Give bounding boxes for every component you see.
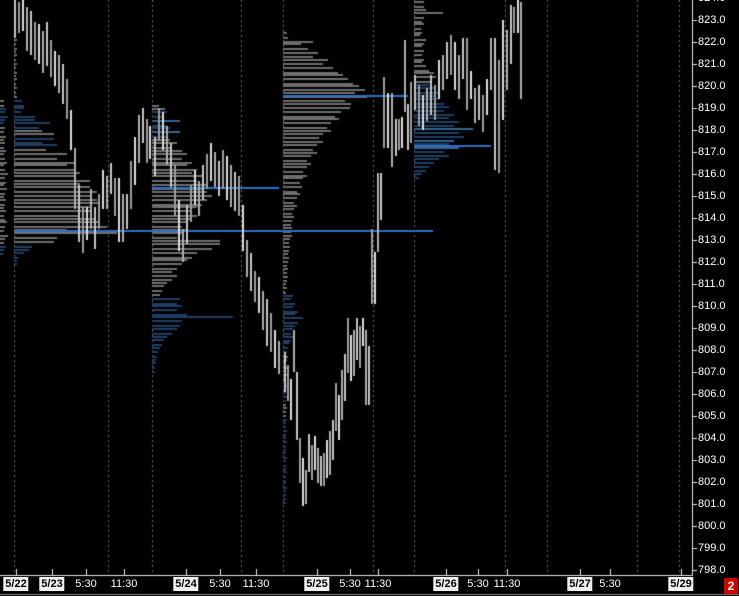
price-axis-label: 819.0	[698, 102, 726, 114]
time-axis-time-label: 11:30	[242, 578, 270, 590]
price-axis-label: 812.0	[698, 256, 726, 268]
price-axis-label: 806.0	[698, 388, 726, 400]
price-axis-label: 817.0	[698, 146, 726, 158]
time-axis-time-label: 11:30	[110, 578, 138, 590]
price-axis-label: 799.0	[698, 542, 726, 554]
price-axis-label: 813.0	[698, 234, 726, 246]
price-axis-label: 814.0	[698, 212, 726, 224]
time-axis-date-label: 5/23	[39, 577, 65, 591]
price-axis-label: 805.0	[698, 410, 726, 422]
price-axis-label: 824.0	[698, 0, 726, 5]
time-axis-date-label: 5/25	[304, 577, 330, 591]
price-axis-label: 809.0	[698, 322, 726, 334]
time-axis-time-label: 11:30	[493, 578, 521, 590]
price-axis-label: 801.0	[698, 498, 726, 510]
price-axis-label: 816.0	[698, 168, 726, 180]
price-axis-label: 821.0	[698, 58, 726, 70]
price-axis-label: 820.0	[698, 80, 726, 92]
price-axis-label: 808.0	[698, 344, 726, 356]
price-axis-label: 803.0	[698, 454, 726, 466]
price-axis-label: 802.0	[698, 476, 726, 488]
price-axis-label: 807.0	[698, 366, 726, 378]
price-axis-label: 815.0	[698, 190, 726, 202]
price-axis-label: 804.0	[698, 432, 726, 444]
price-axis-label: 798.0	[698, 564, 726, 576]
price-axis-label: 811.0	[698, 278, 725, 290]
time-axis-date-label: 5/26	[433, 577, 459, 591]
price-axis-label: 818.0	[698, 124, 726, 136]
time-axis-date-label: 5/24	[173, 577, 199, 591]
time-axis-time-label: 5:30	[75, 578, 97, 590]
price-axis-label: 800.0	[698, 520, 726, 532]
time-axis[interactable]: 5/22 5/23 5:30 11:30 5/24 5:30 11:30 5/25 5:30 11…	[0, 575, 739, 596]
price-axis[interactable]: 824.0 823.0 822.0 821.0 820.0 819.0 818.0 817.0…	[692, 0, 739, 576]
time-axis-date-label: 5/27	[567, 577, 593, 591]
time-axis-date-label: 5/29	[668, 577, 694, 591]
price-axis-label: 810.0	[698, 300, 726, 312]
chart-number-badge: 2	[724, 578, 738, 594]
time-axis-time-label: 5:30	[209, 578, 231, 590]
time-axis-date-label: 5/22	[3, 577, 29, 591]
price-axis-label: 822.0	[698, 36, 726, 48]
price-axis-label: 823.0	[698, 14, 726, 26]
time-axis-time-label: 11:30	[364, 578, 392, 590]
time-axis-time-label: 5:30	[339, 578, 361, 590]
time-axis-time-label: 5:30	[467, 578, 489, 590]
time-axis-time-label: 5:30	[599, 578, 621, 590]
